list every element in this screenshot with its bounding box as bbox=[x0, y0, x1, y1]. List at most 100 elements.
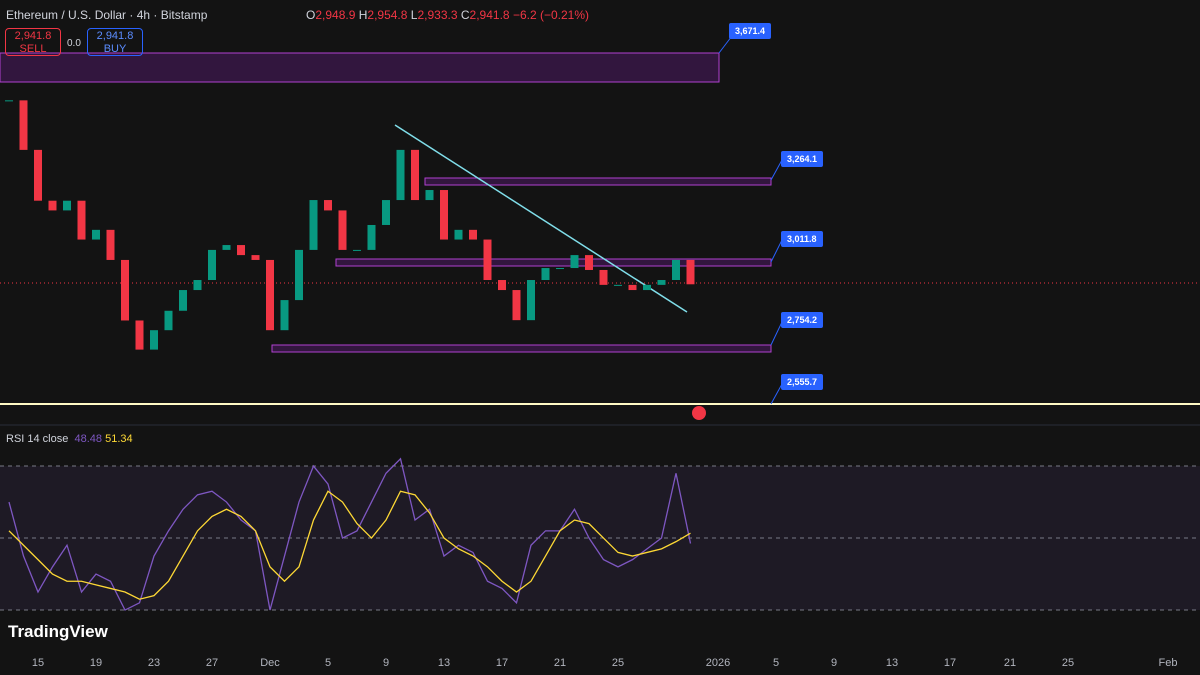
candle bbox=[251, 255, 260, 260]
candle bbox=[150, 330, 158, 350]
label: O bbox=[306, 8, 316, 22]
connectors bbox=[718, 31, 783, 405]
candle bbox=[469, 229, 477, 240]
x-tick-label: 27 bbox=[205, 657, 219, 669]
candle bbox=[585, 255, 593, 270]
candle bbox=[353, 249, 361, 251]
brand-text: TradingView bbox=[8, 622, 108, 641]
candle bbox=[164, 310, 173, 331]
candle bbox=[208, 249, 216, 281]
label: BUY bbox=[103, 43, 127, 55]
level-label: 3,671.4 bbox=[729, 23, 772, 39]
x-tick-label: 13 bbox=[885, 657, 899, 669]
change: −6.2 (−0.21%) bbox=[512, 8, 589, 22]
candle bbox=[440, 190, 448, 240]
candle bbox=[77, 200, 86, 240]
candle bbox=[382, 200, 390, 225]
x-tick-label: 17 bbox=[943, 657, 957, 669]
level-label: 2,555.7 bbox=[781, 374, 824, 390]
x-tick-label: 25 bbox=[1061, 657, 1075, 669]
candle bbox=[367, 224, 376, 250]
zone bbox=[0, 52, 720, 83]
candle bbox=[135, 320, 144, 350]
candle bbox=[106, 229, 115, 260]
candle bbox=[266, 259, 274, 331]
value: 2,954.8 bbox=[367, 8, 408, 22]
x-tick-label: Dec bbox=[260, 657, 280, 669]
buy-button[interactable]: 2,941.8 BUY bbox=[87, 28, 143, 56]
candle bbox=[5, 100, 13, 102]
candle bbox=[512, 290, 521, 321]
label: H bbox=[358, 8, 368, 22]
candle bbox=[295, 249, 303, 301]
value: 2,941.8 bbox=[469, 8, 510, 22]
candle bbox=[193, 280, 202, 291]
zone bbox=[335, 258, 772, 267]
candle bbox=[483, 239, 492, 281]
candle bbox=[324, 200, 332, 211]
x-tick-label: 2026 bbox=[705, 657, 731, 669]
value: 51.34 bbox=[105, 433, 133, 445]
candle bbox=[179, 290, 187, 311]
zone bbox=[271, 344, 772, 353]
price: 2,941.8 bbox=[96, 30, 134, 42]
x-tick-label: Feb bbox=[1158, 657, 1178, 669]
symbol-title: Ethereum / U.S. Dollar · 4h · Bitstamp bbox=[6, 8, 207, 22]
level-label: 2,754.2 bbox=[781, 312, 824, 328]
label: SELL bbox=[19, 43, 47, 55]
x-tick-label: 19 bbox=[89, 657, 103, 669]
label: L bbox=[410, 8, 418, 22]
spread: 0.0 bbox=[67, 38, 81, 49]
candle bbox=[396, 149, 405, 201]
x-tick-label: 21 bbox=[1003, 657, 1017, 669]
candle bbox=[454, 229, 463, 240]
x-tick-label: 17 bbox=[495, 657, 509, 669]
candle bbox=[541, 268, 550, 281]
value: 2,933.3 bbox=[417, 8, 458, 22]
candle bbox=[48, 200, 57, 211]
candle bbox=[599, 269, 608, 285]
candle bbox=[425, 190, 434, 201]
candle bbox=[643, 284, 651, 291]
level-label: 3,011.8 bbox=[781, 231, 823, 247]
candle bbox=[498, 280, 506, 291]
value: 2,948.9 bbox=[315, 8, 356, 22]
candle bbox=[614, 284, 622, 286]
candle bbox=[121, 259, 129, 321]
x-tick-label: 13 bbox=[437, 657, 451, 669]
label: RSI 14 close bbox=[6, 433, 69, 445]
brand: TradingView bbox=[8, 622, 108, 642]
rsi-legend: RSI 14 close 48.48 51.34 bbox=[6, 433, 133, 445]
candle bbox=[628, 284, 637, 291]
candle bbox=[686, 259, 695, 285]
candle bbox=[280, 300, 289, 331]
sell-button[interactable]: 2,941.8 SELL bbox=[5, 28, 61, 56]
candle bbox=[657, 280, 666, 285]
candle bbox=[237, 245, 245, 256]
x-tick-label: 5 bbox=[772, 657, 780, 669]
price: 2,941.8 bbox=[14, 30, 52, 42]
candle bbox=[672, 259, 680, 281]
rsi-line bbox=[8, 457, 692, 611]
candle bbox=[556, 268, 564, 270]
rsi-ma-line bbox=[8, 490, 691, 600]
x-tick-label: 5 bbox=[324, 657, 332, 669]
candle bbox=[338, 210, 347, 250]
candle bbox=[19, 100, 28, 150]
zone bbox=[424, 177, 772, 186]
symbol: Ethereum / U.S. Dollar · 4h · Bitstamp bbox=[6, 8, 208, 22]
candle bbox=[34, 149, 42, 201]
x-tick-label: 9 bbox=[382, 657, 390, 669]
x-tick-label: 23 bbox=[147, 657, 161, 669]
candle bbox=[570, 255, 579, 269]
x-tick-label: 9 bbox=[830, 657, 838, 669]
candle bbox=[63, 200, 71, 211]
x-tick-label: 25 bbox=[611, 657, 625, 669]
x-tick-label: 21 bbox=[553, 657, 567, 669]
candle bbox=[309, 200, 318, 250]
trendline bbox=[394, 124, 688, 313]
candle bbox=[92, 229, 100, 240]
event-icon bbox=[692, 406, 706, 420]
